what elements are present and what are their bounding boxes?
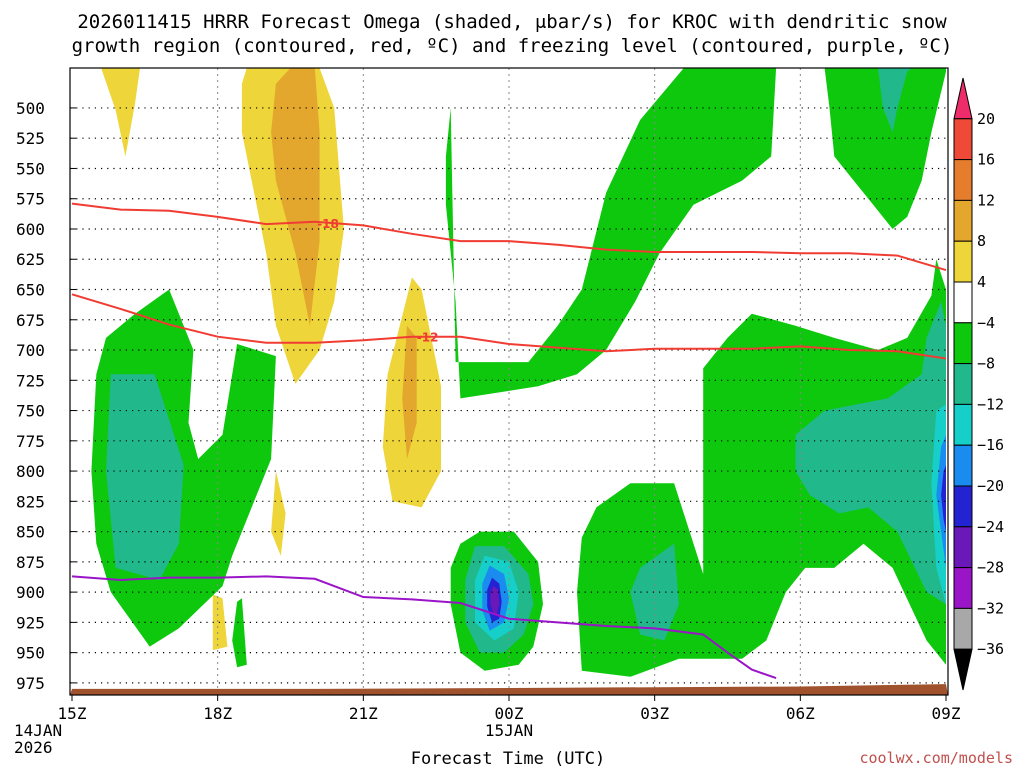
y-tick-label-825: 825: [16, 492, 45, 511]
x-tick-label-9-0: 00Z: [495, 704, 524, 723]
colorbar-label-8: −16: [977, 436, 1004, 454]
colorbar-label-10: −24: [977, 518, 1004, 536]
omega-region-updraft-orange-mid: [402, 325, 417, 459]
contour-dgz-minus12: [71, 293, 947, 360]
y-tick-label-600: 600: [16, 220, 45, 239]
y-tick-label-700: 700: [16, 341, 45, 360]
omega-colorbar: 20 16 12 8 4 −4 −8 −12 −16 −20 −24 −28 −32 −36: [953, 77, 1004, 691]
colorbar-swatch-8: [953, 403, 973, 446]
y-tick-label-575: 575: [16, 190, 45, 209]
omega-region-updraft-yellow-small2: [212, 594, 228, 651]
y-tick-label-675: 675: [16, 311, 45, 330]
y-tick-label-800: 800: [16, 462, 45, 481]
contour-dgz-minus18: [71, 202, 947, 272]
colorbar-label-9: −20: [977, 477, 1004, 495]
contour-label-dgz-minus18: -18: [317, 217, 339, 231]
omega-region-downdraft-core-ring6: [490, 586, 500, 614]
y-tick-label-650: 650: [16, 281, 45, 300]
y-axis-pressure-levels: 500 525 550 575 600 625 650 675 700 725 750 775 800 8…: [16, 99, 76, 693]
terrain-ground: [70, 684, 948, 695]
colorbar-label-1: 16: [977, 151, 995, 169]
colorbar-swatch-10: [953, 485, 973, 528]
omega-shaded-regions: [91, 68, 946, 677]
contour-label-dgz-minus12: -12: [417, 331, 439, 345]
colorbar-label-2: 12: [977, 191, 995, 209]
x-tick-label-15-0: 06Z: [786, 704, 815, 723]
omega-region-downdraft-green-top-right: [824, 68, 946, 229]
colorbar-swatch-14: [953, 648, 973, 691]
colorbar-label-11: −28: [977, 559, 1004, 577]
colorbar-swatch-3: [953, 199, 973, 242]
y-tick-label-725: 725: [16, 371, 45, 390]
colorbar-label-6: −8: [977, 355, 995, 373]
x-tick-label-12-0: 03Z: [640, 704, 669, 723]
x-tick-label-3-0: 18Z: [203, 704, 232, 723]
terrain-layer: [70, 684, 948, 695]
y-tick-label-750: 750: [16, 402, 45, 421]
colorbar-label-13: −36: [977, 640, 1004, 658]
y-tick-label-550: 550: [16, 159, 45, 178]
x-tick-label-0-0: 15Z: [58, 704, 87, 723]
colorbar-label-5: −4: [977, 314, 995, 332]
omega-region-updraft-yellow-small1: [271, 471, 286, 556]
colorbar-swatch-1: [953, 118, 973, 161]
colorbar-swatch-13: [953, 607, 973, 650]
y-tick-label-925: 925: [16, 613, 45, 632]
y-tick-label-775: 775: [16, 432, 45, 451]
colorbar-swatch-9: [953, 444, 973, 487]
gridlines: [70, 68, 948, 695]
omega-region-downdraft-teal-mid-low: [630, 543, 679, 641]
omega-region-downdraft-teal-top-right: [878, 68, 912, 133]
y-tick-label-875: 875: [16, 553, 45, 572]
omega-region-updraft-yellow-top-left: [101, 68, 140, 157]
x-tick-label-6-0: 21Z: [349, 704, 378, 723]
omega-region-downdraft-green-upper-right: [445, 68, 777, 399]
contour-freezing-level: [71, 575, 777, 680]
x-tick-label-0-1: 14JAN: [14, 721, 62, 740]
y-tick-label-900: 900: [16, 583, 45, 602]
temperature-contours: -18 -12: [71, 202, 947, 680]
colorbar-label-4: 4: [977, 273, 986, 291]
colorbar-swatch-11: [953, 526, 973, 569]
x-tick-label-18-0: 09Z: [932, 704, 961, 723]
colorbar-label-7: −12: [977, 395, 1004, 413]
colorbar-label-12: −32: [977, 599, 1004, 617]
colorbar-swatch-0: [953, 77, 973, 120]
y-tick-label-525: 525: [16, 129, 45, 148]
chart-title-line-2: growth region (contoured, red, ºC) and f…: [72, 35, 953, 57]
colorbar-swatch-12: [953, 567, 973, 609]
omega-region-downdraft-green-small: [232, 598, 247, 668]
credit-text: coolwx.com/models: [859, 749, 1013, 767]
colorbar-swatch-2: [953, 159, 973, 201]
omega-region-downdraft-teal-lower-right: [795, 301, 946, 605]
omega-region-downdraft-blue-right: [936, 434, 946, 568]
y-tick-label-850: 850: [16, 523, 45, 542]
x-tick-label-9-1: 15JAN: [485, 721, 533, 740]
colorbar-swatch-5: [953, 281, 973, 324]
x-tick-label-0-2: 2026: [14, 738, 53, 757]
x-axis-title: Forecast Time (UTC): [411, 749, 605, 768]
colorbar-label-3: 8: [977, 232, 986, 250]
colorbar-label-0: 20: [977, 110, 995, 128]
y-tick-label-625: 625: [16, 250, 45, 269]
y-tick-label-975: 975: [16, 674, 45, 693]
colorbar-swatch-4: [953, 240, 973, 283]
colorbar-swatch-6: [953, 322, 973, 365]
omega-region-downdraft-navy-right: [941, 465, 946, 532]
chart-title-line-1: 2026011415 HRRR Forecast Omega (shaded, …: [77, 11, 947, 33]
y-tick-label-950: 950: [16, 644, 45, 663]
omega-region-downdraft-teal-left: [106, 374, 184, 580]
colorbar-swatch-7: [953, 363, 973, 405]
omega-region-updraft-orange-main: [271, 68, 320, 326]
y-tick-label-500: 500: [16, 99, 45, 118]
